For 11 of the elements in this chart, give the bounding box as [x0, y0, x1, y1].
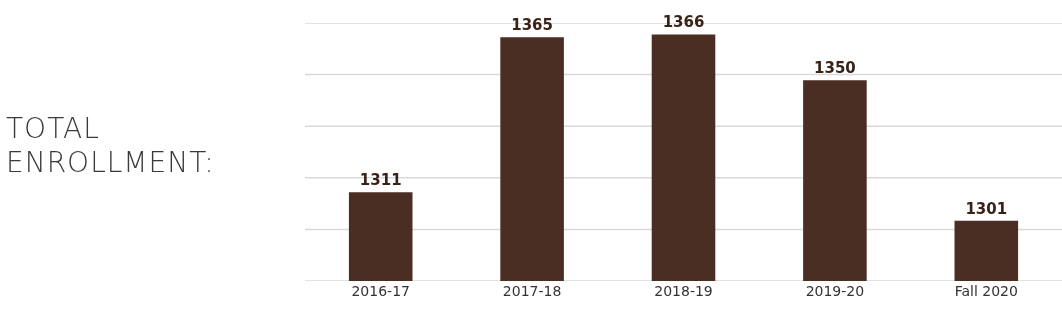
x-tick-label: 2018-19 — [654, 283, 713, 299]
data-label: 1366 — [662, 13, 705, 32]
data-label: 1365 — [511, 16, 553, 35]
x-tick-label: 2017-18 — [502, 283, 562, 299]
x-tick-label: 2016-17 — [351, 283, 410, 299]
text: TOTAL ENROLLMENT: — [6, 112, 216, 180]
x-tick-label: Fall 2020 — [954, 283, 1018, 299]
data-label: 1301 — [965, 199, 1008, 218]
x-tick-label: 2019-20 — [805, 283, 865, 299]
data-label: 1311 — [359, 171, 402, 190]
data-label: 1350 — [814, 59, 856, 78]
